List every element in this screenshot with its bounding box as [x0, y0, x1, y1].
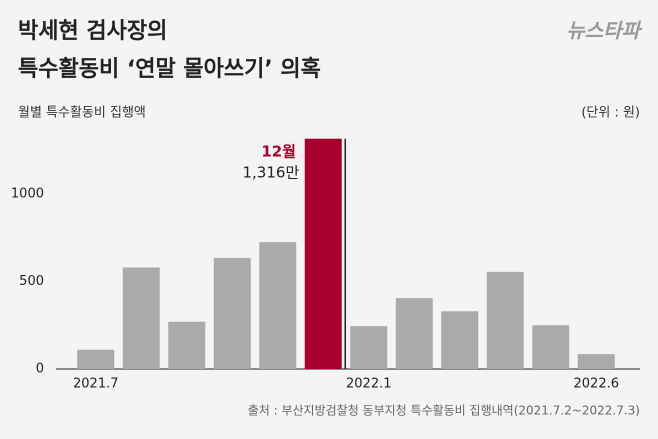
- x-tick-label: 2022.6: [574, 377, 620, 392]
- y-tick-label: 1000: [11, 187, 44, 202]
- bar: [259, 242, 297, 369]
- x-tick-label: 2021.7: [73, 377, 119, 392]
- bar: [77, 349, 115, 369]
- bar: [577, 354, 615, 369]
- bar: [441, 311, 479, 369]
- x-tick-label: 2022.1: [346, 377, 392, 392]
- bar: [395, 298, 433, 369]
- bar: [213, 257, 251, 369]
- bar: [304, 138, 342, 369]
- annotation: 12월: [261, 143, 296, 161]
- unit-label: (단위 : 원): [581, 106, 640, 121]
- bar: [122, 267, 160, 369]
- bar: [532, 325, 570, 369]
- source: 출처 : 부산지방검찰청 동부지청 특수활동비 집행내역(2021.7.2~20…: [248, 403, 640, 418]
- bar: [350, 326, 388, 369]
- y-tick-label: 500: [19, 274, 44, 289]
- subtitle: 월별 특수활동비 집행액: [18, 105, 146, 121]
- bar: [486, 271, 524, 369]
- value-label: 1,316만: [243, 164, 300, 182]
- chart-title: 특수활동비 ‘연말 몰아쓰기’ 의혹: [18, 57, 321, 82]
- logo: 뉴스타파: [566, 19, 642, 43]
- bar: [168, 321, 206, 369]
- chart-title: 박세현 검사장의: [18, 19, 167, 44]
- y-tick-label: 0: [36, 362, 44, 377]
